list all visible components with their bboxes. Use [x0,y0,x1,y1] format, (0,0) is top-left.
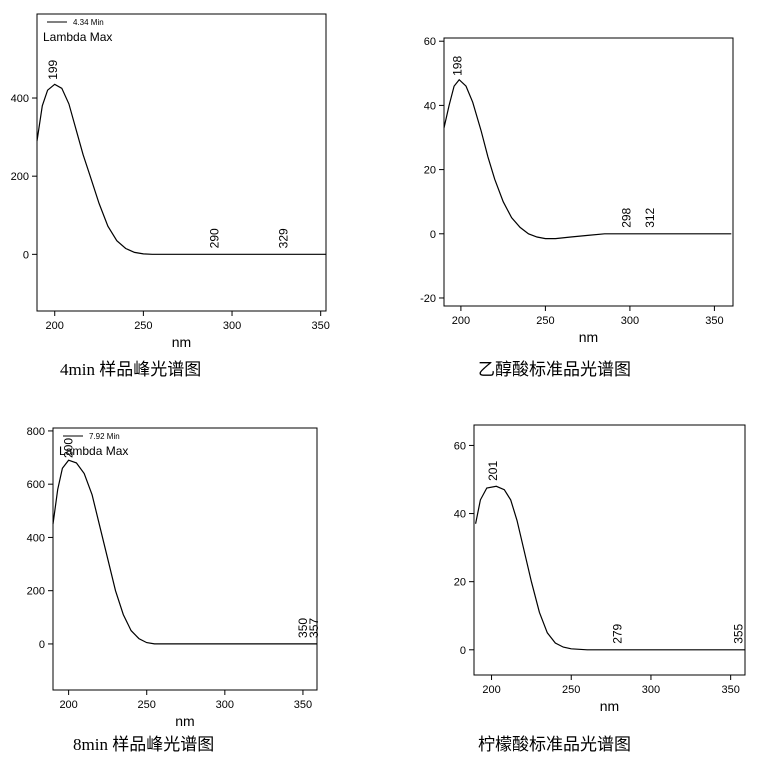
x-tick-label: 300 [621,315,639,327]
x-tick-label: 200 [59,699,77,711]
peak-label: 329 [276,228,290,248]
y-tick-label: 800 [27,426,45,438]
x-tick-label: 300 [223,320,241,332]
x-axis-label: nm [175,713,194,729]
x-axis-label: nm [579,329,598,345]
spectrum-line [36,83,326,255]
y-tick-label: 400 [11,93,29,105]
peak-label: 350 [296,618,310,638]
y-tick-label: 40 [454,509,466,521]
plot-frame [36,13,327,312]
legend-label: 7.92 Min [89,432,120,441]
peak-label: 201 [486,461,500,481]
x-tick-label: 350 [705,315,723,327]
peak-label: 312 [643,207,657,227]
legend-label: 4.34 Min [73,18,104,27]
y-tick-label: 60 [424,36,436,48]
peak-label: 279 [610,623,624,643]
y-tick-label: 0 [460,645,466,657]
peak-label: 199 [46,59,60,79]
x-tick-label: 350 [312,320,330,332]
y-tick-label: 200 [27,586,45,598]
x-tick-label: 350 [721,684,739,696]
y-tick-label: 0 [430,229,436,241]
peak-label: 355 [732,623,746,643]
y-tick-label: 200 [11,171,29,183]
x-tick-label: 250 [536,315,554,327]
plot-frame [473,424,746,676]
y-tick-label: 0 [39,639,45,651]
x-tick-label: 250 [562,684,580,696]
peak-label: 357 [307,618,321,638]
x-tick-label: 200 [46,320,64,332]
annotation: Lambda Max [43,30,112,44]
plot-frame [52,427,318,691]
peak-label: 290 [207,228,221,248]
x-axis-label: nm [172,334,191,350]
x-axis-label: nm [600,698,619,714]
y-tick-label: 20 [454,577,466,589]
y-tick-label: 0 [23,249,29,261]
caption: 柠檬酸标准品光谱图 [478,735,631,754]
x-tick-label: 200 [482,684,500,696]
caption: 乙醇酸标准品光谱图 [478,360,631,379]
spectrum-line [475,485,745,651]
y-tick-label: 40 [424,100,436,112]
x-tick-label: 250 [134,320,152,332]
annotation: Lambda Max [59,444,128,458]
x-tick-label: 200 [452,315,470,327]
y-tick-label: 60 [454,440,466,452]
y-tick-label: -20 [420,293,436,305]
y-tick-label: 400 [27,532,45,544]
x-tick-label: 300 [216,699,234,711]
peak-label: 298 [620,207,634,227]
x-tick-label: 250 [138,699,156,711]
caption: 8min 样品峰光谱图 [73,735,214,754]
x-tick-label: 350 [294,699,312,711]
y-tick-label: 20 [424,165,436,177]
spectrum-line [52,459,317,645]
peak-label: 198 [451,56,465,76]
plot-frame [443,37,734,307]
x-tick-label: 300 [642,684,660,696]
caption: 4min 样品峰光谱图 [60,360,201,379]
spectrum-line [443,78,732,240]
y-tick-label: 600 [27,479,45,491]
peak-label: 200 [62,438,76,458]
